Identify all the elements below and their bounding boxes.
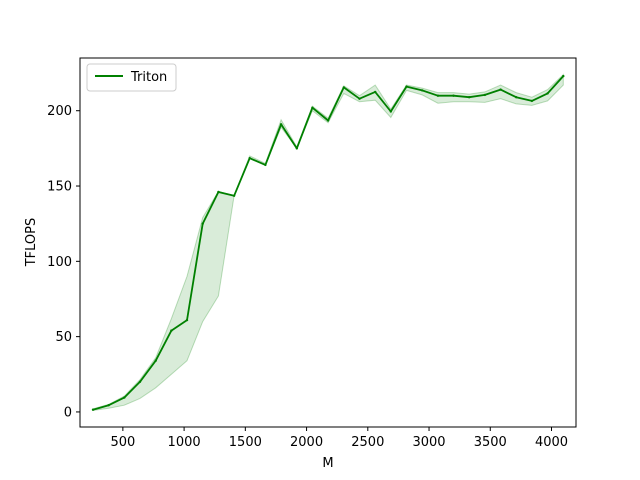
legend: Triton	[86, 63, 177, 92]
data-point	[232, 194, 236, 197]
x-axis-label: M	[322, 456, 333, 471]
data-point	[342, 86, 345, 89]
data-point	[123, 396, 126, 399]
data-point	[138, 380, 142, 383]
y-tick-label: 100	[47, 255, 72, 270]
data-point	[217, 190, 220, 194]
data-point	[499, 88, 502, 91]
y-tick-label: 150	[47, 180, 72, 195]
data-point	[562, 74, 565, 78]
data-point	[279, 123, 283, 126]
data-point	[515, 96, 518, 99]
y-axis-label: TFLOPS	[24, 218, 39, 268]
data-point	[91, 408, 95, 411]
y-tick-label: 50	[55, 330, 72, 345]
data-point	[483, 93, 487, 97]
data-point	[107, 404, 110, 407]
data-point	[326, 119, 330, 122]
legend-label-triton: Triton	[130, 70, 167, 85]
data-point	[248, 157, 251, 160]
x-tick-label: 2000	[290, 435, 323, 450]
data-point	[170, 329, 173, 332]
y-tick-label: 0	[64, 405, 72, 420]
axes-frame	[79, 57, 577, 428]
data-point	[389, 110, 392, 113]
x-tick-label: 4000	[535, 435, 568, 450]
data-point	[421, 89, 424, 92]
data-point	[374, 90, 377, 94]
x-tick-label: 2500	[351, 435, 384, 450]
x-tick-label: 3000	[412, 435, 445, 450]
y-tick-label: 200	[47, 104, 72, 119]
data-point	[264, 163, 267, 167]
data-point	[358, 97, 361, 100]
data-point	[405, 85, 408, 88]
data-point	[436, 94, 440, 97]
x-axis-ticks: 500 1000 1500 2000 2500 3000 3500 4000	[110, 427, 568, 450]
data-point	[185, 318, 189, 322]
x-tick-label: 1000	[168, 435, 201, 450]
x-tick-label: 500	[110, 435, 135, 450]
data-point	[468, 96, 471, 99]
plot-area	[91, 73, 565, 411]
data-point	[201, 222, 204, 225]
data-point	[530, 99, 534, 103]
y-axis-ticks: 0 50 100 150 200	[47, 104, 80, 420]
x-tick-label: 1500	[229, 435, 262, 450]
x-tick-label: 3500	[474, 435, 507, 450]
legend-box	[86, 63, 177, 92]
data-point	[154, 359, 157, 362]
data-point	[295, 147, 298, 150]
data-point	[452, 94, 455, 97]
data-point	[311, 106, 314, 109]
data-point	[546, 92, 549, 95]
